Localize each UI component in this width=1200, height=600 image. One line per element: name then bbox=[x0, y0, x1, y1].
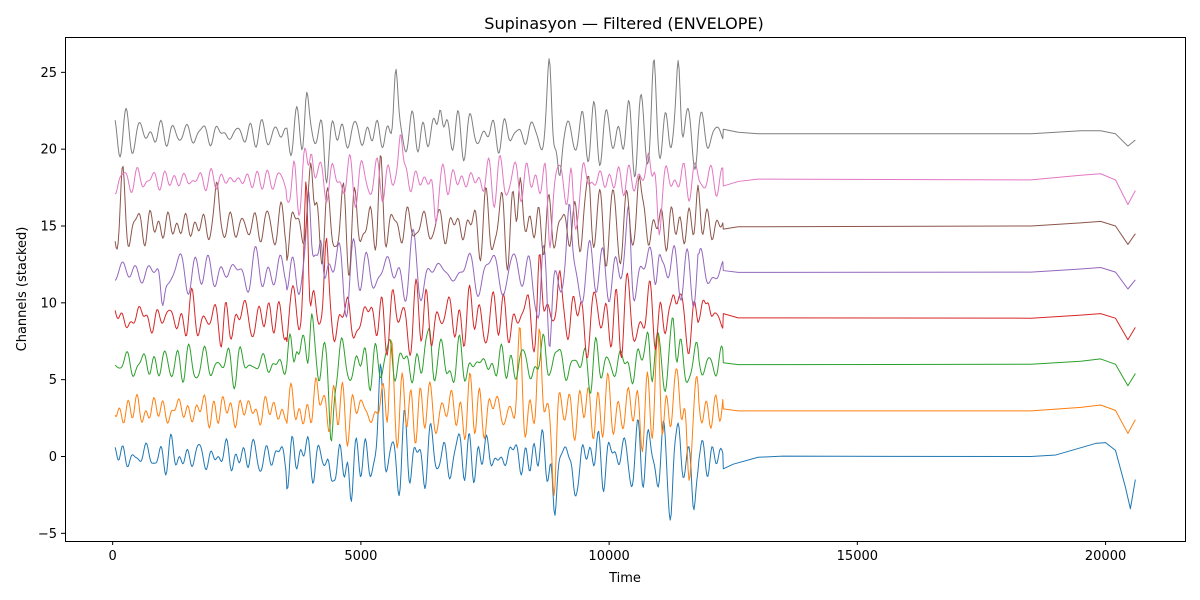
series-line bbox=[114, 313, 1136, 442]
x-tick-label: 20000 bbox=[1085, 549, 1126, 564]
series-line bbox=[114, 134, 1136, 249]
series-line bbox=[114, 191, 1136, 348]
y-tick-label: 20 bbox=[40, 143, 57, 158]
x-tick-label: 0 bbox=[109, 549, 117, 564]
plot-frame bbox=[65, 37, 1186, 542]
series-line bbox=[114, 327, 1136, 496]
chart-title: Supinasyon — Filtered (ENVELOPE) bbox=[484, 14, 763, 33]
y-axis: −5 0 5 10 15 20 25 bbox=[38, 66, 65, 542]
x-tick-label: 10000 bbox=[588, 549, 629, 564]
y-tick-label: −5 bbox=[38, 527, 57, 542]
x-axis-label: Time bbox=[608, 571, 641, 586]
series-line bbox=[114, 363, 1136, 521]
y-tick-label: 0 bbox=[49, 450, 57, 465]
plot-area bbox=[114, 58, 1136, 521]
y-axis-label: Channels (stacked) bbox=[15, 227, 30, 352]
series-line bbox=[114, 181, 1136, 359]
x-axis: 0 5000 10000 15000 20000 bbox=[109, 541, 1126, 564]
y-tick-label: 5 bbox=[49, 373, 57, 388]
y-tick-label: 25 bbox=[40, 66, 57, 81]
y-tick-label: 10 bbox=[40, 296, 57, 311]
x-tick-label: 15000 bbox=[837, 549, 878, 564]
y-tick-label: 15 bbox=[40, 220, 57, 235]
x-tick-label: 5000 bbox=[344, 549, 377, 564]
series-line bbox=[114, 58, 1136, 184]
